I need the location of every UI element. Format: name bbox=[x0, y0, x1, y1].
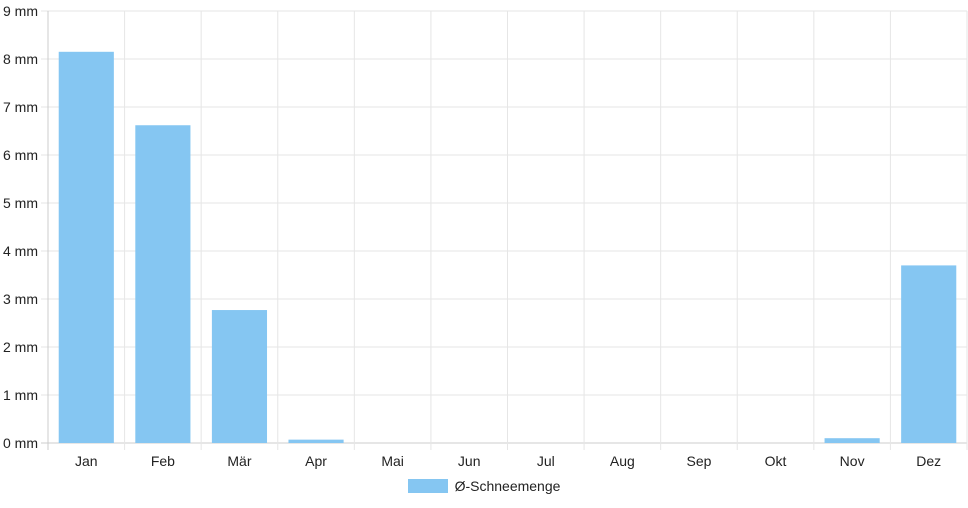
y-tick-label: 9 mm bbox=[3, 3, 38, 19]
x-tick-label: Aug bbox=[610, 453, 635, 469]
bar bbox=[288, 439, 344, 443]
y-tick-label: 3 mm bbox=[3, 291, 38, 307]
x-tick-label: Jul bbox=[537, 453, 555, 469]
legend-label: Ø-Schneemenge bbox=[454, 478, 561, 494]
y-tick-label: 0 mm bbox=[3, 435, 38, 451]
bar-chart-plot: 0 mm 1 mm 2 mm 3 mm 4 mm 5 mm 6 mm 7 mm 8 mm 9 mm… bbox=[3, 3, 968, 469]
y-tick-label: 4 mm bbox=[3, 243, 38, 259]
legend-swatch bbox=[407, 479, 448, 493]
y-tick-label: 2 mm bbox=[3, 339, 38, 355]
x-tick-label: Apr bbox=[305, 453, 327, 469]
y-tick-label: 8 mm bbox=[3, 51, 38, 67]
x-tick-label: Jun bbox=[458, 453, 481, 469]
y-tick-label: 1 mm bbox=[3, 387, 38, 403]
x-tick-label: Mär bbox=[227, 453, 251, 469]
x-tick-label: Mai bbox=[381, 453, 404, 469]
legend[interactable]: Ø-Schneemenge bbox=[0, 478, 968, 494]
y-tick-label: 7 mm bbox=[3, 99, 38, 115]
x-tick-label: Jan bbox=[75, 453, 98, 469]
y-tick-label: 5 mm bbox=[3, 195, 38, 211]
x-tick-label: Okt bbox=[765, 453, 787, 469]
bar bbox=[135, 125, 191, 444]
bar bbox=[824, 438, 880, 443]
x-tick-label: Sep bbox=[686, 453, 711, 469]
y-tick-label: 6 mm bbox=[3, 147, 38, 163]
bar bbox=[58, 51, 114, 444]
bar bbox=[211, 310, 268, 443]
bar bbox=[901, 265, 957, 443]
x-tick-label: Nov bbox=[840, 453, 865, 469]
x-tick-label: Feb bbox=[151, 453, 175, 469]
x-tick-label: Dez bbox=[916, 453, 941, 469]
